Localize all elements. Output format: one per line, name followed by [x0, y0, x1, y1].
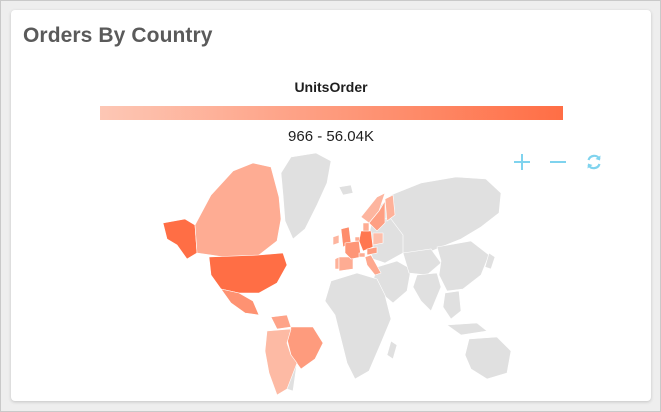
world-map[interactable]: [141, 143, 511, 395]
country-iceland[interactable]: [338, 184, 354, 196]
map-highlighted-countries: [162, 162, 396, 395]
country-africa[interactable]: [324, 272, 392, 380]
country-southeast-asia[interactable]: [442, 290, 462, 320]
country-indonesia[interactable]: [446, 322, 488, 336]
zoom-in-button[interactable]: [511, 151, 533, 173]
zoom-out-button[interactable]: [547, 151, 569, 173]
country-canada[interactable]: [194, 162, 282, 260]
country-alaska-usa[interactable]: [162, 218, 198, 260]
country-france[interactable]: [344, 240, 362, 260]
plus-icon: [514, 154, 530, 170]
country-japan[interactable]: [484, 252, 496, 270]
legend-range-label: 966 - 56.04K: [288, 128, 374, 145]
country-finland[interactable]: [384, 194, 396, 222]
country-india[interactable]: [412, 272, 442, 312]
country-australia[interactable]: [464, 336, 511, 380]
country-italy[interactable]: [364, 254, 382, 276]
country-poland[interactable]: [372, 232, 384, 246]
legend-title: UnitsOrder: [294, 79, 368, 95]
country-switzerland[interactable]: [358, 252, 366, 258]
country-ireland[interactable]: [332, 234, 340, 246]
country-mexico[interactable]: [220, 288, 260, 316]
country-denmark[interactable]: [362, 222, 370, 232]
legend-color-scale: [100, 106, 563, 120]
reset-icon: [587, 154, 601, 170]
minus-icon: [550, 161, 566, 163]
country-norway[interactable]: [360, 192, 386, 224]
country-venezuela[interactable]: [270, 314, 292, 330]
map-widget-card: Orders By Country UnitsOrder 966 - 56.04…: [11, 10, 651, 401]
country-east-asia[interactable]: [436, 240, 490, 292]
country-spain[interactable]: [338, 256, 354, 272]
reset-view-button[interactable]: [583, 151, 605, 173]
country-sweden[interactable]: [368, 199, 386, 232]
country-greenland[interactable]: [280, 152, 332, 240]
country-austria[interactable]: [366, 246, 378, 256]
country-argentina[interactable]: [264, 328, 298, 395]
country-portugal[interactable]: [334, 256, 340, 270]
country-madagascar[interactable]: [386, 340, 398, 360]
country-united-states[interactable]: [208, 252, 288, 294]
country-central-asia[interactable]: [402, 248, 442, 276]
widget-title: Orders By Country: [23, 24, 213, 47]
